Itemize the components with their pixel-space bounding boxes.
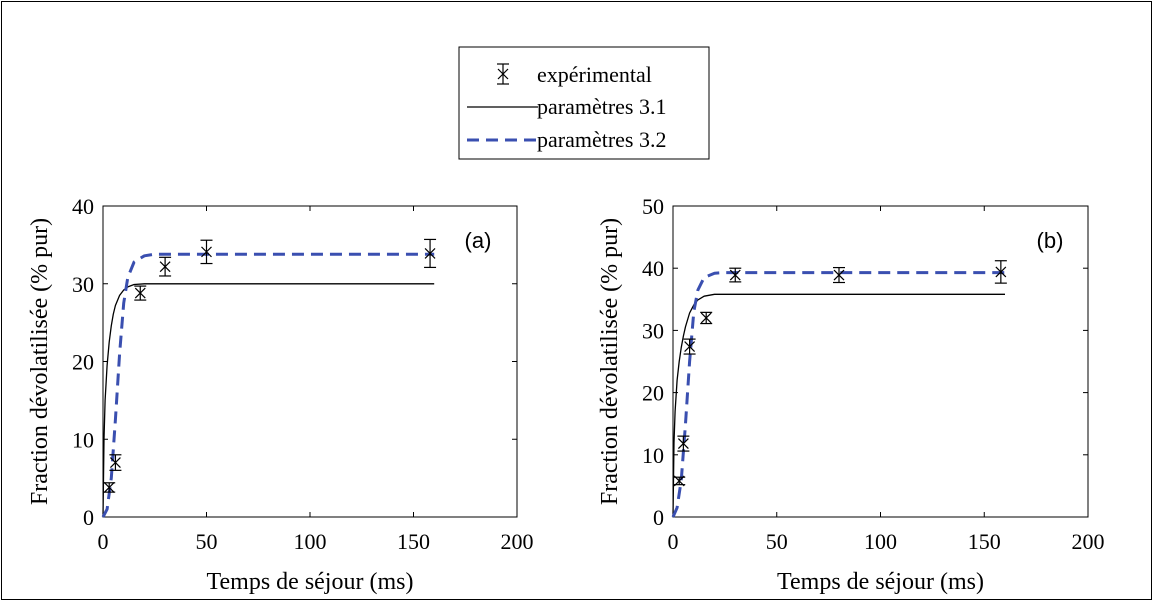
series-params-3-1-line-b xyxy=(672,293,1005,518)
x-tick-label-a-0: 0 xyxy=(98,529,109,554)
legend-label-experimental: expérimental xyxy=(537,62,652,87)
y-tick-label-a-40: 40 xyxy=(72,194,94,219)
x-tick-label-b-150: 150 xyxy=(968,529,1001,554)
data-point-a-5 xyxy=(424,238,437,269)
legend-errorbar-glyph xyxy=(497,63,509,85)
x-tick-label-b-100: 100 xyxy=(864,529,897,554)
data-point-b-1 xyxy=(677,435,690,452)
y-tick-label-a-30: 30 xyxy=(72,272,94,297)
panel-b: 0 50 100 150 200 0 10 20 30 40 50 Temps de séjour (… xyxy=(597,194,1105,595)
data-point-a-3 xyxy=(159,256,172,277)
y-tick-label-a-20: 20 xyxy=(72,350,94,375)
data-point-b-5 xyxy=(833,266,845,284)
panel-label-b: (b) xyxy=(1037,228,1064,253)
data-point-a-0 xyxy=(103,482,116,493)
x-tick-label-b-50: 50 xyxy=(766,529,788,554)
y-axis-label-b: Fraction dévolatilisée (% pur) xyxy=(597,218,623,505)
data-point-b-2 xyxy=(683,338,696,355)
y-tick-label-a-0: 0 xyxy=(83,505,94,530)
series-experimental-a xyxy=(103,238,437,493)
x-tick-label-a-100: 100 xyxy=(294,529,327,554)
series-params-3-2-line-a xyxy=(101,252,435,518)
data-point-b-4 xyxy=(729,267,742,283)
legend-label-params-3-2: paramètres 3.2 xyxy=(537,127,667,152)
y-tick-label-b-50: 50 xyxy=(642,194,664,219)
x-tick-label-a-50: 50 xyxy=(196,529,218,554)
x-tick-label-a-200: 200 xyxy=(501,529,534,554)
legend-entry-experimental: expérimental xyxy=(497,62,652,87)
y-axis-label-a: Fraction dévolatilisée (% pur) xyxy=(27,218,53,505)
y-tick-label-b-40: 40 xyxy=(642,256,664,281)
series-experimental-b xyxy=(673,260,1007,487)
data-point-b-6 xyxy=(994,260,1007,284)
legend-box xyxy=(458,46,710,160)
y-tick-label-b-20: 20 xyxy=(642,381,664,406)
panel-label-a: (a) xyxy=(465,228,492,253)
legend-marker-errorbar xyxy=(497,63,509,85)
x-tick-label-a-150: 150 xyxy=(397,529,430,554)
data-point-a-2 xyxy=(134,285,147,301)
x-tick-label-b-200: 200 xyxy=(1072,529,1105,554)
legend: expérimental paramètres 3.1 paramètres 3… xyxy=(458,46,710,160)
data-point-a-1 xyxy=(109,454,122,471)
x-axis-label-b: Temps de séjour (ms) xyxy=(777,569,984,595)
series-params-3-2-line-b xyxy=(671,271,1005,518)
panel-a: 0 50 100 150 200 0 10 20 30 40 Temps de séjour (ms… xyxy=(27,194,534,595)
y-tick-label-b-0: 0 xyxy=(653,505,664,530)
y-tick-label-a-10: 10 xyxy=(72,427,94,452)
data-point-b-3 xyxy=(700,311,713,325)
data-point-b-0 xyxy=(673,475,686,487)
y-tick-label-b-30: 30 xyxy=(642,318,664,343)
y-tick-label-b-10: 10 xyxy=(642,443,664,468)
x-axis-label-a: Temps de séjour (ms) xyxy=(207,569,414,595)
legend-entry-params-3-1: paramètres 3.1 xyxy=(467,94,667,119)
x-tick-label-b-0: 0 xyxy=(668,529,679,554)
series-params-3-1-line-a xyxy=(102,283,435,518)
legend-entry-params-3-2: paramètres 3.2 xyxy=(467,127,667,152)
legend-label-params-3-1: paramètres 3.1 xyxy=(537,94,667,119)
data-point-a-4 xyxy=(200,239,213,265)
